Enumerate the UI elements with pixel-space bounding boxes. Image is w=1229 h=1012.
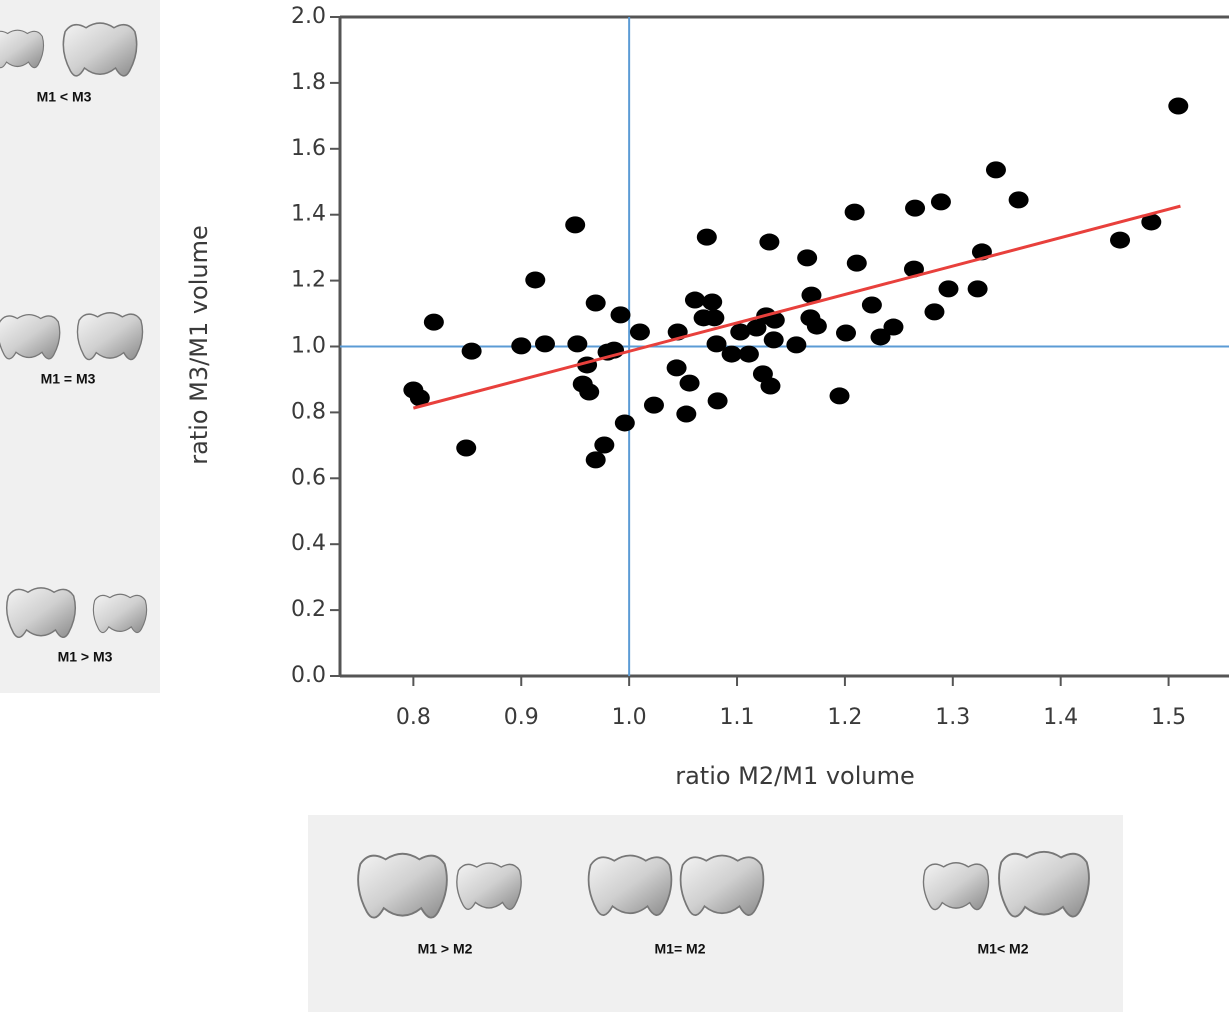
point xyxy=(567,335,588,353)
point xyxy=(763,331,784,349)
point xyxy=(1141,213,1162,231)
tooth xyxy=(679,854,765,917)
point xyxy=(930,193,951,211)
annotation: M1 > M3 xyxy=(58,649,113,665)
x-axis-title: ratio M2/M1 volume xyxy=(675,762,915,790)
y-tick-label: 1.8 xyxy=(291,70,326,95)
x-tick-label: 1.1 xyxy=(720,705,755,730)
point xyxy=(883,318,904,336)
point xyxy=(461,342,482,360)
annotation: M1 < M3 xyxy=(37,89,92,105)
tooth xyxy=(357,852,448,919)
tooth xyxy=(5,587,77,639)
point xyxy=(511,337,532,355)
y-tick-label: 0.8 xyxy=(291,399,326,424)
point xyxy=(746,319,767,337)
x-tick-label: 1.2 xyxy=(827,705,862,730)
point xyxy=(759,233,780,251)
point xyxy=(1110,231,1131,249)
point xyxy=(938,280,959,298)
point xyxy=(706,335,727,353)
point xyxy=(643,396,664,414)
point xyxy=(730,323,751,341)
x-tick-label: 0.8 xyxy=(396,705,431,730)
point xyxy=(525,271,546,289)
bottom-panel xyxy=(308,815,1123,1012)
point xyxy=(801,286,822,304)
point xyxy=(861,296,882,314)
point xyxy=(797,249,818,267)
annotation: M1 = M3 xyxy=(41,371,96,387)
point xyxy=(870,328,891,346)
y-tick-label: 1.6 xyxy=(291,136,326,161)
point xyxy=(456,439,477,457)
point xyxy=(1168,97,1189,115)
tooth xyxy=(76,311,144,361)
point xyxy=(844,203,865,221)
point xyxy=(696,228,717,246)
point xyxy=(829,387,850,405)
point xyxy=(585,294,606,312)
point xyxy=(676,405,697,423)
x-tick-label: 1.0 xyxy=(612,705,647,730)
point xyxy=(610,306,631,324)
tooth xyxy=(62,22,138,77)
tooth xyxy=(0,313,61,360)
y-tick-label: 0.6 xyxy=(291,465,326,490)
point xyxy=(738,345,759,363)
point xyxy=(704,309,725,327)
point xyxy=(835,324,856,342)
y-tick-label: 1.4 xyxy=(291,202,326,227)
point xyxy=(423,313,444,331)
point xyxy=(579,383,600,401)
point xyxy=(924,303,945,321)
point xyxy=(1008,191,1029,209)
point xyxy=(585,451,606,469)
tooth xyxy=(456,862,522,911)
y-tick-label: 1.2 xyxy=(291,268,326,293)
x-tick-label: 1.4 xyxy=(1043,705,1078,730)
point xyxy=(666,359,687,377)
x-tick-label: 1.3 xyxy=(935,705,970,730)
point xyxy=(786,336,807,354)
y-tick-label: 1.0 xyxy=(291,334,326,359)
tooth xyxy=(92,593,148,634)
y-tick-label: 0.0 xyxy=(291,663,326,688)
point xyxy=(806,317,827,335)
point xyxy=(967,280,988,298)
y-tick-label: 2.0 xyxy=(291,4,326,29)
point xyxy=(409,389,430,407)
y-tick-label: 0.4 xyxy=(291,531,326,556)
point xyxy=(679,374,700,392)
point xyxy=(565,216,586,234)
point xyxy=(764,311,785,329)
y-tick-label: 0.2 xyxy=(291,597,326,622)
point xyxy=(684,291,705,309)
tooth xyxy=(587,854,673,917)
point xyxy=(594,436,615,454)
point xyxy=(985,161,1006,179)
annotation: M1 > M2 xyxy=(418,941,473,957)
tooth xyxy=(922,862,990,911)
point xyxy=(629,323,650,341)
y-axis-title: ratio M3/M1 volume xyxy=(185,225,213,465)
annotation: M1< M2 xyxy=(978,941,1029,957)
point xyxy=(905,199,926,217)
point xyxy=(760,377,781,395)
point xyxy=(707,392,728,410)
tooth xyxy=(0,29,45,69)
point xyxy=(846,254,867,272)
x-tick-label: 0.9 xyxy=(504,705,539,730)
annotation: M1= M2 xyxy=(655,941,706,957)
point xyxy=(903,260,924,278)
tooth xyxy=(998,850,1090,918)
point xyxy=(702,293,723,311)
point xyxy=(534,335,555,353)
x-tick-label: 1.5 xyxy=(1151,705,1186,730)
point xyxy=(721,345,742,363)
trend-line xyxy=(412,204,1181,410)
point xyxy=(614,414,635,432)
